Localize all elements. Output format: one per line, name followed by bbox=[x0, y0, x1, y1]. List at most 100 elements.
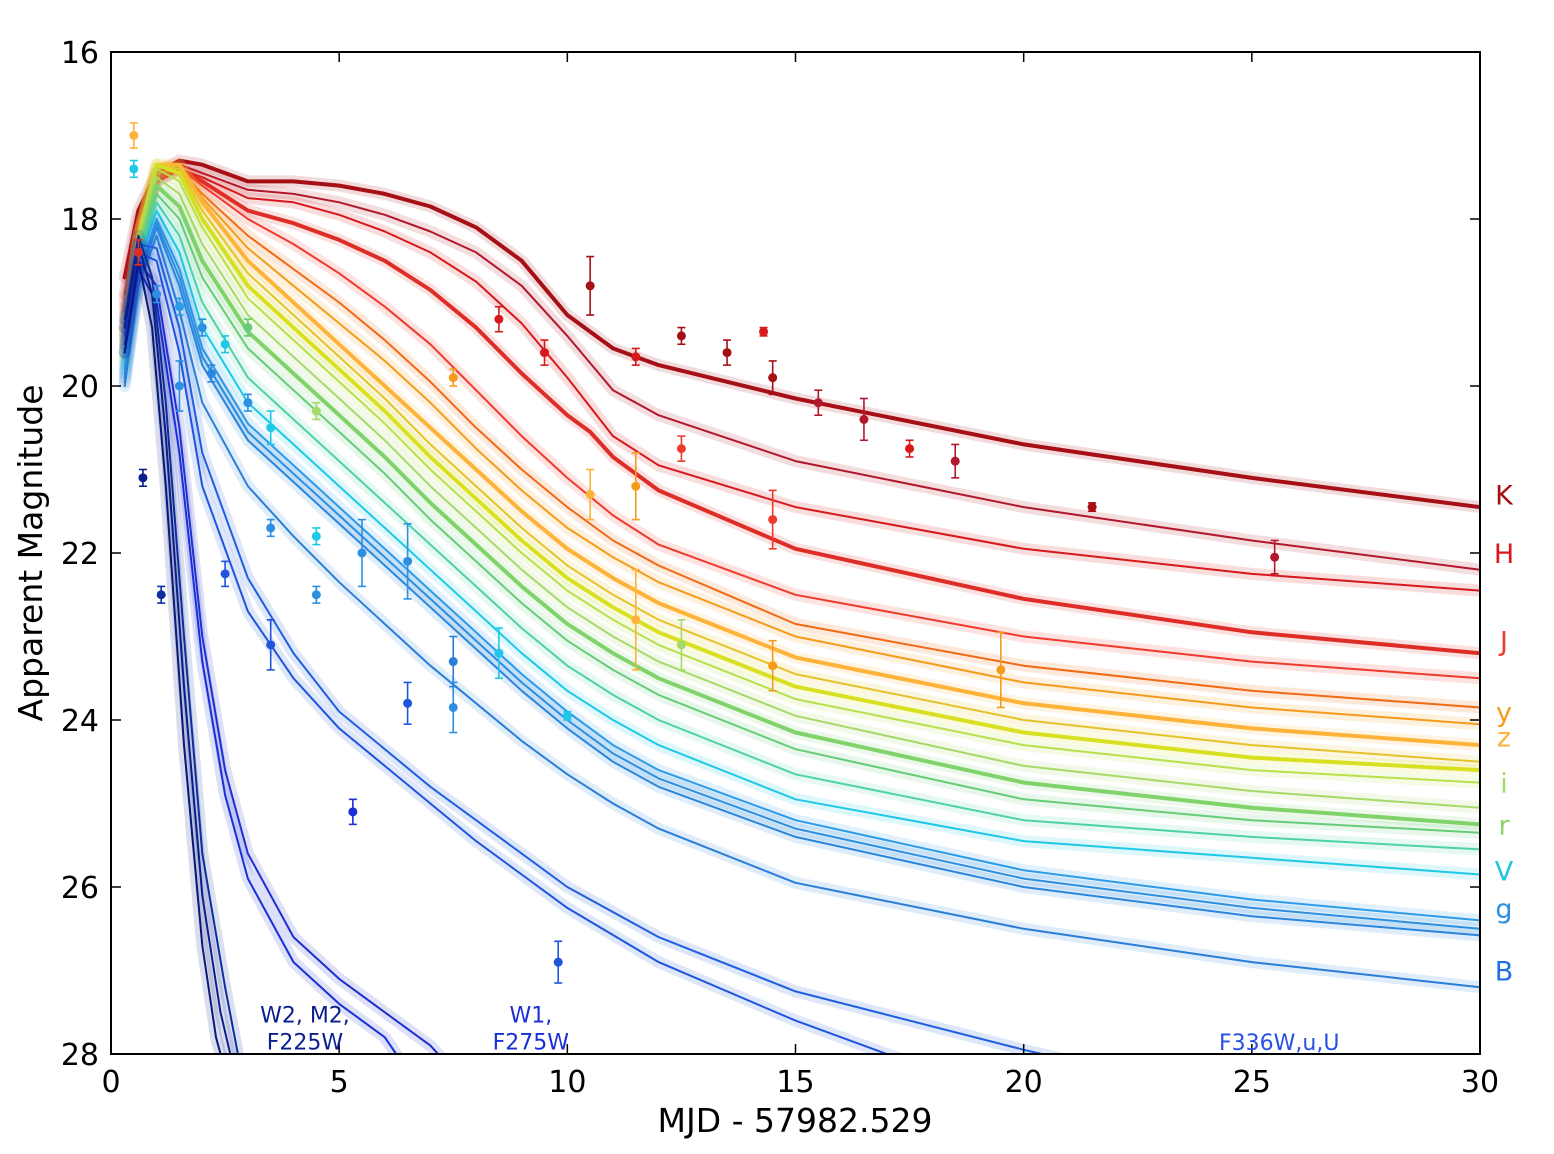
data-marker bbox=[266, 523, 276, 533]
data-marker bbox=[585, 490, 595, 500]
data-marker bbox=[243, 323, 253, 333]
data-marker bbox=[585, 281, 595, 291]
y-tick-label: 28 bbox=[61, 1038, 99, 1073]
data-marker bbox=[403, 698, 413, 708]
model-curve-0 bbox=[122, 158, 1480, 510]
data-marker bbox=[197, 323, 207, 333]
data-marker bbox=[631, 615, 641, 625]
band-label-i: i bbox=[1500, 769, 1508, 800]
filter-group-label-line: W2, M2, bbox=[260, 1003, 350, 1028]
model-curve-17 bbox=[123, 222, 1480, 930]
data-marker bbox=[859, 414, 869, 424]
data-marker bbox=[448, 657, 458, 667]
data-point-4 bbox=[152, 284, 162, 304]
model-curve-7 bbox=[122, 162, 1480, 748]
data-marker bbox=[357, 548, 367, 558]
data-point-12 bbox=[243, 393, 253, 412]
data-marker bbox=[950, 456, 960, 466]
y-tick-label: 18 bbox=[61, 203, 99, 238]
data-marker bbox=[311, 406, 321, 416]
data-marker bbox=[768, 373, 778, 383]
data-point-30 bbox=[553, 940, 563, 984]
data-point-23 bbox=[403, 522, 413, 600]
data-marker bbox=[448, 373, 458, 383]
band-label-z: z bbox=[1497, 723, 1511, 754]
x-tick-label: 20 bbox=[1005, 1065, 1043, 1100]
data-marker bbox=[129, 164, 139, 174]
data-marker bbox=[220, 339, 230, 349]
data-point-35 bbox=[631, 451, 641, 521]
data-point-45 bbox=[813, 389, 823, 417]
data-marker bbox=[494, 648, 504, 658]
model-curve-18 bbox=[123, 226, 1480, 937]
data-point-15 bbox=[266, 410, 276, 446]
data-point-27 bbox=[494, 627, 504, 680]
data-marker bbox=[676, 640, 686, 650]
filter-group-label-0: W2, M2, F225W bbox=[260, 1003, 350, 1055]
band-label-g: g bbox=[1495, 894, 1512, 925]
data-point-31 bbox=[562, 710, 572, 721]
model-curve-15 bbox=[123, 209, 1480, 876]
data-point-13 bbox=[243, 318, 253, 337]
data-marker bbox=[813, 398, 823, 408]
model-curve-13 bbox=[123, 192, 1480, 834]
data-marker bbox=[540, 348, 550, 358]
data-marker bbox=[768, 515, 778, 525]
data-point-14 bbox=[266, 518, 276, 538]
data-point-20 bbox=[348, 798, 358, 826]
data-marker bbox=[403, 556, 413, 566]
data-point-38 bbox=[676, 435, 686, 462]
band-label-y: y bbox=[1496, 698, 1512, 729]
data-marker bbox=[494, 314, 504, 324]
y-tick-label: 26 bbox=[61, 871, 99, 906]
model-curve-16 bbox=[123, 218, 1480, 922]
filter-group-label-line: F275W bbox=[493, 1030, 570, 1055]
data-marker bbox=[631, 352, 641, 362]
axis-ticks: 0 5 10 15 20 25 30 16 18 20 22 24 26 28 bbox=[61, 36, 1499, 1100]
data-marker bbox=[1270, 552, 1280, 562]
band-label-H: H bbox=[1494, 539, 1514, 570]
data-marker bbox=[448, 702, 458, 712]
data-marker bbox=[156, 590, 166, 600]
data-point-26 bbox=[448, 368, 458, 387]
data-marker bbox=[676, 331, 686, 341]
model-curve-9 bbox=[122, 162, 1480, 773]
model-curve-14 bbox=[123, 201, 1480, 851]
model-curve-10 bbox=[123, 167, 1480, 784]
data-marker bbox=[676, 444, 686, 454]
data-point-34 bbox=[631, 347, 641, 366]
data-point-9 bbox=[206, 364, 216, 383]
data-point-37 bbox=[676, 326, 686, 346]
filter-group-label-line: F225W bbox=[267, 1030, 344, 1055]
filter-group-label-line: F336W,u,U bbox=[1219, 1031, 1339, 1056]
y-tick-label: 20 bbox=[61, 370, 99, 405]
data-point-39 bbox=[676, 618, 686, 671]
x-tick-label: 15 bbox=[776, 1065, 814, 1100]
data-point-10 bbox=[220, 560, 230, 588]
model-curve-21 bbox=[123, 251, 890, 1054]
data-point-5 bbox=[156, 585, 166, 604]
data-marker bbox=[1087, 502, 1097, 512]
model-curve-band-5 bbox=[118, 162, 1480, 714]
data-marker bbox=[243, 398, 253, 408]
data-point-8 bbox=[197, 318, 207, 337]
data-point-46 bbox=[859, 397, 869, 442]
model-curve-26 bbox=[123, 259, 222, 1054]
model-curves bbox=[118, 154, 1480, 1054]
data-point-6 bbox=[174, 360, 184, 412]
data-point-21 bbox=[357, 518, 367, 588]
data-point-44 bbox=[768, 639, 778, 692]
data-point-49 bbox=[996, 631, 1006, 709]
data-marker bbox=[768, 661, 778, 671]
data-point-51 bbox=[1270, 539, 1280, 575]
data-marker bbox=[206, 368, 216, 378]
data-point-0 bbox=[129, 122, 139, 149]
data-point-2 bbox=[133, 239, 143, 266]
filter-group-label-1: W1, F275W bbox=[493, 1003, 570, 1055]
data-marker bbox=[562, 711, 572, 721]
data-point-25 bbox=[448, 635, 458, 688]
data-point-40 bbox=[722, 339, 732, 366]
data-point-36 bbox=[631, 568, 641, 671]
